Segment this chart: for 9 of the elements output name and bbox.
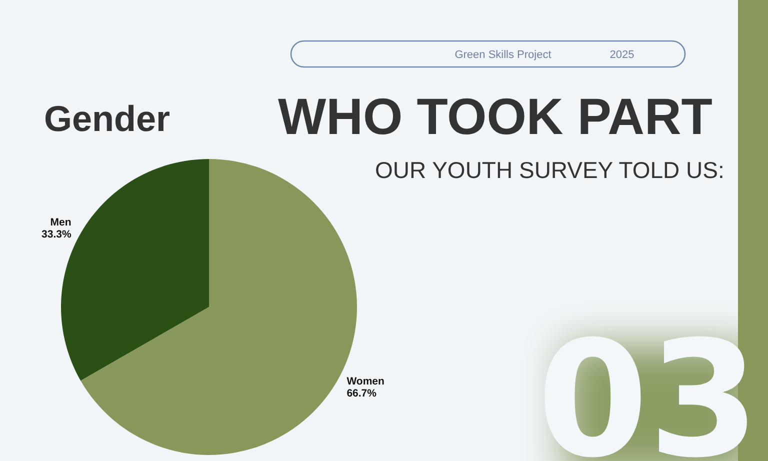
data-label: 66.7%: [346, 388, 378, 400]
text: Gender: [44, 98, 170, 139]
text: OUR YOUTH SURVEY TOLD US:: [375, 157, 724, 183]
text: Green Skills Project: [454, 49, 552, 61]
text: WHO TOOK PART: [278, 88, 712, 145]
data-label: 33.3%: [42, 228, 72, 240]
text: 2025: [610, 49, 634, 61]
slice-label: Men: [50, 216, 72, 228]
slice-label: Women: [346, 376, 384, 388]
